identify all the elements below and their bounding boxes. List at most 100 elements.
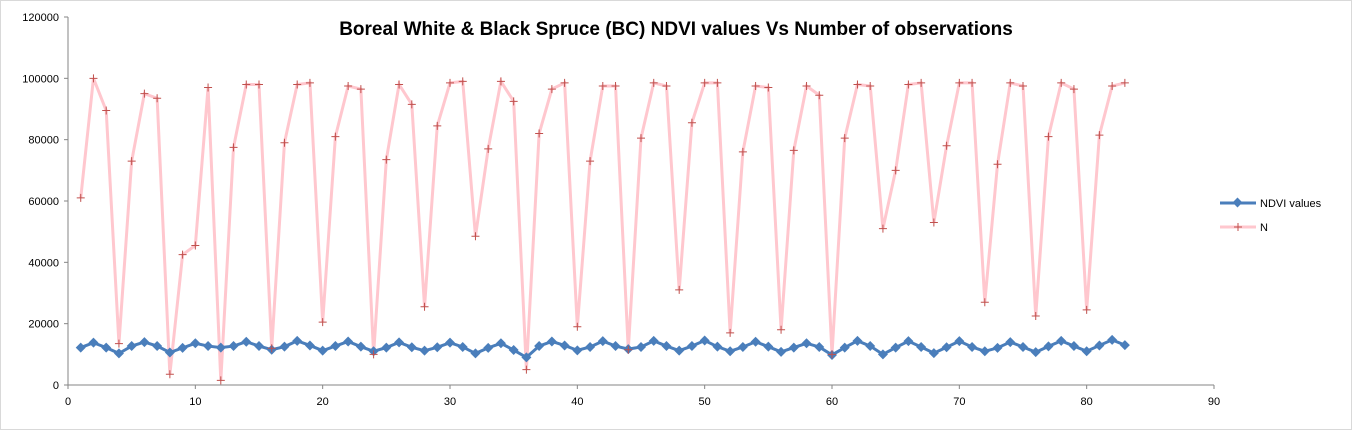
n-point [102, 106, 111, 115]
n-point [255, 80, 263, 89]
x-tick-label: 70 [953, 396, 965, 408]
n-point [420, 302, 429, 311]
n-point [509, 97, 518, 106]
n-point [1031, 312, 1040, 320]
ndvi-point [686, 341, 697, 352]
n-point [980, 298, 989, 307]
n-point [815, 91, 824, 100]
y-tick-label: 80000 [28, 135, 59, 147]
n-point [929, 218, 938, 227]
n-point [280, 138, 289, 147]
n-point [496, 77, 505, 86]
ndvi-point [776, 346, 787, 357]
n-point [484, 144, 493, 153]
n-point [356, 85, 365, 94]
ndvi-point [419, 345, 430, 356]
ndvi-point [992, 342, 1003, 353]
ndvi-point [228, 341, 239, 352]
x-tick-label: 20 [317, 396, 329, 408]
x-tick-label: 10 [189, 396, 201, 408]
ndvi-point [203, 341, 214, 352]
ndvi-point [126, 341, 137, 352]
n-point [547, 85, 556, 94]
ndvi-point [534, 341, 545, 352]
n-point [789, 146, 798, 155]
n-point [738, 147, 747, 156]
ndvi-point [1119, 340, 1130, 351]
ndvi-point [610, 341, 621, 352]
x-tick-label: 60 [826, 396, 838, 408]
ndvi-point [1094, 340, 1105, 351]
ndvi-point [432, 342, 443, 353]
n-point [242, 80, 251, 89]
n-point [649, 78, 658, 87]
n-point [76, 193, 85, 202]
ndvi-point [648, 335, 659, 346]
ndvi-point [457, 341, 468, 352]
n-point [140, 89, 149, 98]
n-point [1120, 78, 1129, 87]
ndvi-point [177, 342, 188, 353]
n-point [726, 328, 735, 337]
ndvi-point [483, 342, 494, 353]
n-point [586, 157, 595, 166]
n-point [165, 370, 174, 379]
n-point [229, 143, 238, 152]
ndvi-point [343, 336, 354, 347]
ndvi-point [406, 342, 417, 353]
n-point [853, 80, 862, 89]
n-point [751, 82, 760, 90]
n-point [777, 325, 786, 334]
n-point [331, 132, 340, 141]
ndvi-point [737, 341, 748, 352]
ndvi-point [1030, 347, 1041, 358]
n-point [1082, 305, 1091, 314]
ndvi-point [508, 345, 519, 356]
ndvi-point [903, 336, 914, 347]
n-point [204, 83, 213, 92]
ndvi-point [877, 349, 888, 360]
n-point [828, 350, 836, 359]
n-point [942, 141, 951, 150]
ndvi-point [292, 335, 303, 346]
n-point [560, 78, 569, 87]
ndvi-point [101, 342, 112, 353]
y-tick-label: 0 [53, 380, 59, 392]
ndvi-point [801, 338, 812, 349]
ndvi-point [852, 335, 863, 346]
ndvi-point [916, 341, 927, 352]
ndvi-point [1081, 346, 1092, 357]
y-tick-label: 100000 [22, 73, 59, 85]
ndvi-point [636, 341, 646, 352]
ndvi-point [394, 337, 405, 348]
ndvi-point [521, 352, 532, 363]
ndvi-point [254, 341, 264, 352]
ndvi-point [1056, 335, 1067, 346]
ndvi-point [585, 341, 596, 352]
n-point [713, 78, 722, 87]
ndvi-point [1043, 341, 1054, 352]
ndvi-point [113, 348, 124, 359]
n-point [675, 285, 684, 294]
legend-diamond-icon [1232, 197, 1243, 208]
ndvi-point [954, 336, 965, 347]
n-point [573, 322, 582, 331]
n-point [955, 78, 964, 87]
ndvi-point [814, 341, 825, 352]
n-point [191, 241, 200, 250]
n-point [1069, 85, 1078, 94]
n-point [968, 78, 977, 87]
ndvi-point [699, 335, 710, 346]
x-tick-label: 90 [1208, 396, 1220, 408]
ndvi-point [559, 340, 570, 351]
n-point [114, 339, 123, 348]
n-point [318, 318, 327, 327]
y-tick-label: 20000 [28, 319, 59, 331]
ndvi-point [928, 348, 939, 359]
n-point [764, 83, 773, 92]
n-point [662, 82, 671, 90]
ndvi-point [1068, 341, 1079, 352]
ndvi-point [164, 347, 175, 358]
n-point [433, 121, 442, 130]
n-point [446, 78, 454, 87]
